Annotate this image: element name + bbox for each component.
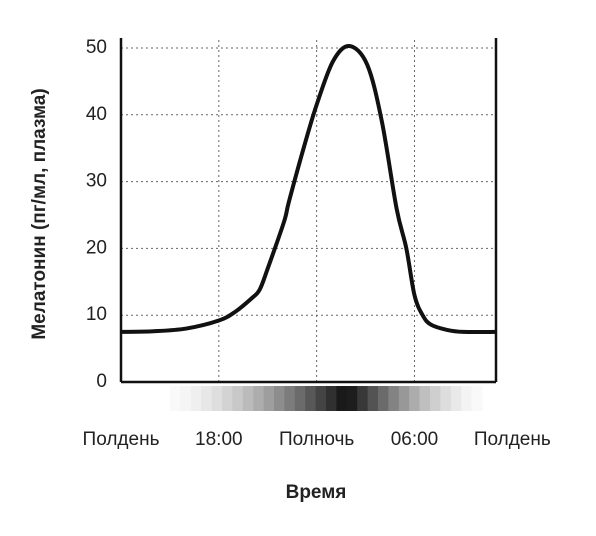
- band-segment: [201, 386, 213, 411]
- band-segment: [419, 386, 431, 411]
- x-tick-label: 18:00: [195, 429, 243, 450]
- band-segment: [398, 386, 410, 411]
- y-tick-label: 30: [86, 171, 107, 192]
- band-segment: [440, 386, 452, 411]
- band-segment: [232, 386, 244, 411]
- x-tick-label: 06:00: [391, 429, 439, 450]
- band-segment: [367, 386, 379, 411]
- band-segment: [409, 386, 421, 411]
- y-tick-label: 0: [96, 371, 107, 392]
- band-segment: [315, 386, 327, 411]
- band-segment: [263, 386, 275, 411]
- band-segment: [294, 386, 306, 411]
- band-segment: [357, 386, 369, 411]
- band-segment: [326, 386, 337, 411]
- band-segment: [305, 386, 317, 411]
- band-segment: [180, 386, 192, 411]
- band-segment: [170, 386, 181, 411]
- band-segment: [222, 386, 233, 411]
- band-segment: [461, 386, 473, 411]
- x-tick-label: Полночь: [279, 429, 354, 450]
- band-segment: [274, 386, 285, 411]
- band-segment: [336, 386, 348, 411]
- x-tick-label: Полдень: [83, 429, 160, 450]
- band-segment: [190, 386, 202, 411]
- x-tick-label: Полдень: [474, 429, 551, 450]
- band-segment: [346, 386, 358, 411]
- x-axis-label: Время: [286, 482, 347, 503]
- y-tick-label: 10: [86, 304, 107, 325]
- band-segment: [378, 386, 389, 411]
- band-segment: [211, 386, 223, 411]
- line: [120, 43, 497, 335]
- y-tick-label: 40: [86, 104, 107, 125]
- band-segment: [471, 386, 483, 411]
- light-dark-band: [170, 386, 483, 411]
- y-tick-label: 20: [86, 237, 107, 258]
- band-segment: [253, 386, 265, 411]
- y-tick-label: 50: [86, 37, 107, 58]
- band-segment: [388, 386, 400, 411]
- y-axis-label: Мелатонин (пг/мл, плазма): [29, 88, 50, 339]
- band-segment: [284, 386, 296, 411]
- band-segment: [242, 386, 254, 411]
- band-segment: [430, 386, 441, 411]
- band-segment: [450, 386, 462, 411]
